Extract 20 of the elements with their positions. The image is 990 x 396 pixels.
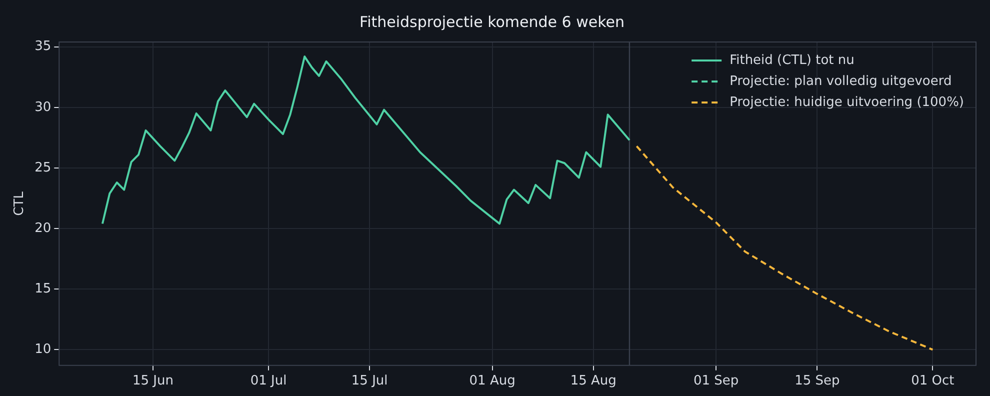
legend-label: Projectie: plan volledig uitgevoerd bbox=[730, 74, 952, 89]
x-tick-label: 01 Jul bbox=[250, 374, 287, 389]
y-tick-label: 10 bbox=[34, 342, 52, 358]
x-tick-label: 01 Sep bbox=[694, 374, 739, 389]
y-axis-title: CTL bbox=[12, 190, 28, 216]
x-tick-label: 15 Sep bbox=[794, 374, 840, 389]
x-tick-label: 15 Aug bbox=[570, 374, 616, 389]
y-tick-label: 15 bbox=[34, 281, 52, 296]
y-tick-label: 30 bbox=[34, 100, 52, 115]
x-tick-label: 15 Jul bbox=[351, 374, 388, 389]
x-tick-label: 01 Aug bbox=[469, 374, 516, 389]
line-series bbox=[636, 145, 934, 351]
chart-title: Fitheidsprojectie komende 6 weken bbox=[360, 12, 624, 31]
x-tick-label: 15 Jun bbox=[132, 374, 174, 389]
legend-label: Fitheid (CTL) tot nu bbox=[730, 52, 854, 68]
x-tick-label: 01 Oct bbox=[911, 374, 954, 389]
y-tick-label: 25 bbox=[34, 160, 52, 176]
legend-label: Projectie: huidige uitvoering (100%) bbox=[730, 94, 964, 110]
y-tick-label: 20 bbox=[34, 220, 52, 236]
y-tick-label: 35 bbox=[34, 39, 52, 54]
